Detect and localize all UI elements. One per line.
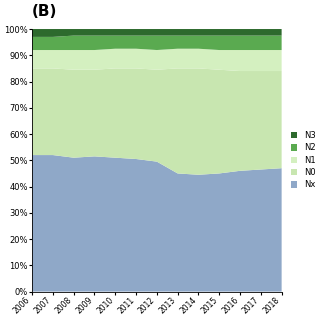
Text: (B): (B): [32, 4, 58, 19]
Legend: N3, N2, N1, N0, Nx: N3, N2, N1, N0, Nx: [291, 131, 316, 189]
